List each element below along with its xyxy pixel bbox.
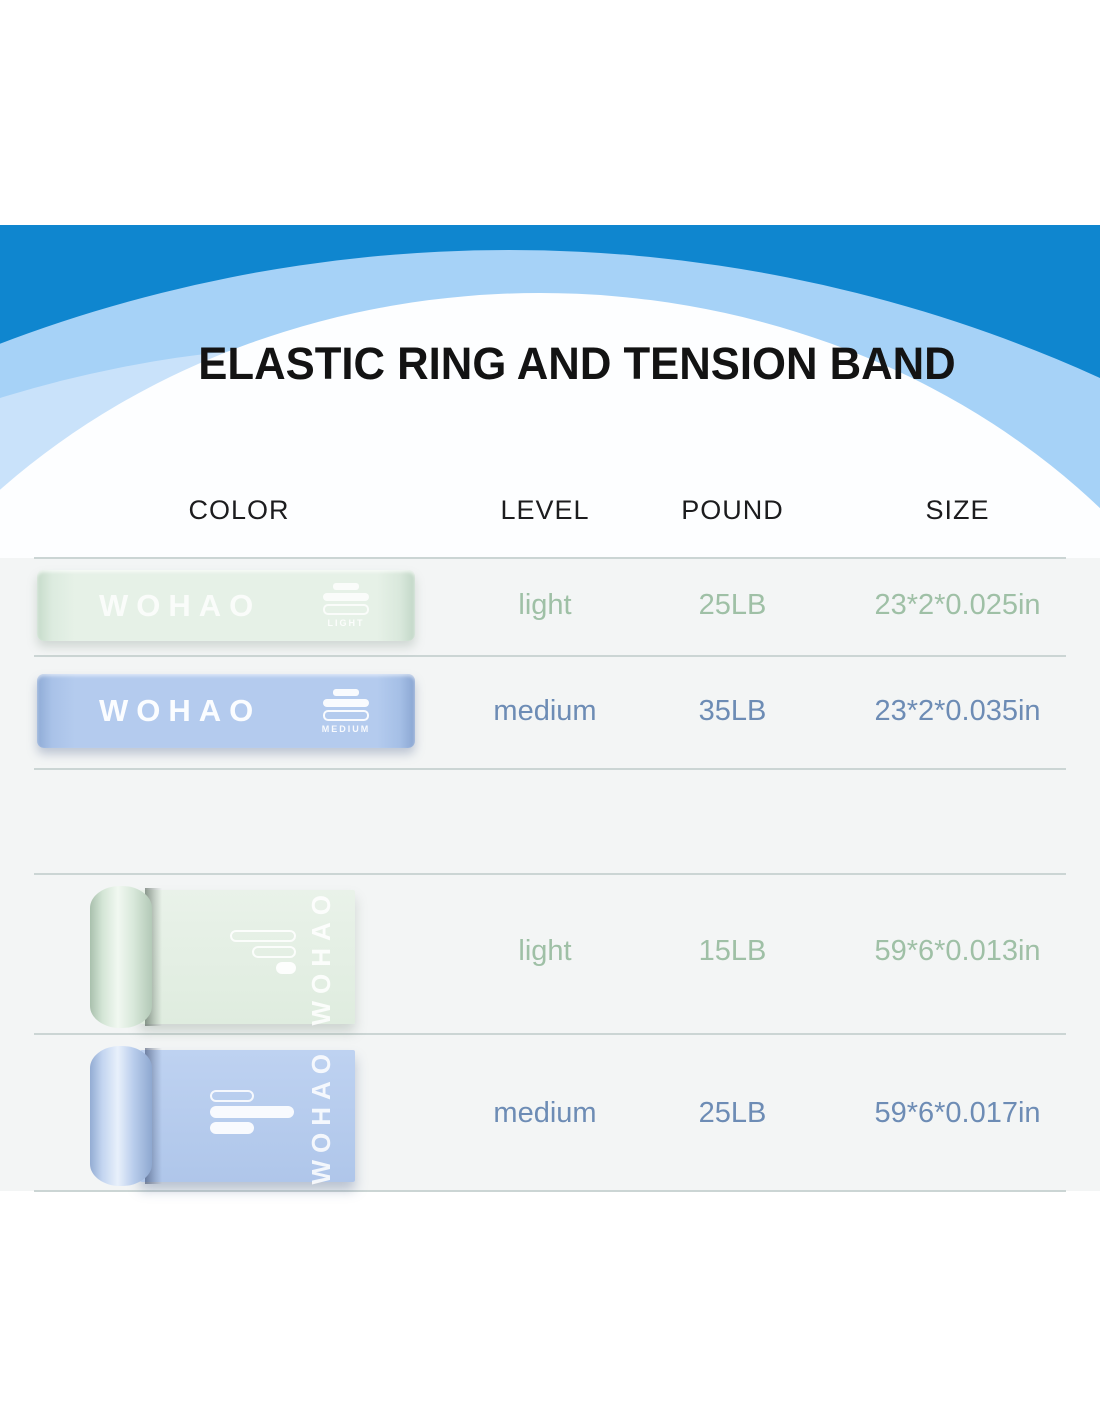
column-header-level: LEVEL: [500, 495, 590, 525]
hero-wave-graphic: [0, 225, 1100, 560]
brand-logo-vertical: WOHAO: [306, 888, 337, 1026]
divider-line: [34, 1190, 1066, 1192]
band-level-label: MEDIUM: [321, 723, 371, 734]
table-cell-pound: 25LB: [698, 589, 767, 621]
level-bar-outline: [252, 946, 296, 958]
brand-logo: WOHAO: [99, 587, 262, 623]
divider-line: [34, 768, 1066, 770]
table-cell-pound: 25LB: [698, 1097, 767, 1129]
product-image-green-roll-band: WOHAO: [90, 886, 355, 1028]
brand-logo-vertical: WOHAO: [306, 1047, 337, 1185]
product-image-blue-roll-band: WOHAO: [90, 1046, 355, 1186]
product-image-green-loop-band: WOHAO LIGHT: [37, 570, 415, 641]
level-bar: [210, 1122, 254, 1134]
level-bar: [323, 698, 369, 707]
table-cell-level: light: [518, 589, 572, 621]
table-cell-level: light: [518, 935, 572, 967]
column-header-pound: POUND: [681, 495, 784, 525]
resistance-level-icon: [210, 1090, 296, 1134]
table-cell-pound: 15LB: [698, 935, 767, 967]
level-bar-outline: [323, 709, 369, 721]
roll-cylinder: [90, 1046, 152, 1186]
level-bar: [210, 1106, 294, 1118]
table-cell-size: 59*6*0.013in: [874, 935, 1041, 967]
brand-logo: WOHAO: [306, 888, 336, 1026]
column-header-color: COLOR: [188, 495, 290, 525]
level-bar: [333, 583, 359, 590]
column-header-size: SIZE: [925, 495, 990, 525]
table-cell-size: 59*6*0.017in: [874, 1097, 1041, 1129]
divider-line: [34, 873, 1066, 875]
table-cell-level: medium: [493, 1097, 597, 1129]
band-sheet: WOHAO: [140, 1047, 355, 1185]
band-sheet: WOHAO: [140, 888, 355, 1026]
band-level-label: LIGHT: [327, 618, 365, 628]
level-bar: [323, 593, 369, 601]
level-bar-outline: [323, 604, 369, 615]
resistance-level-icon: [210, 930, 296, 974]
divider-line: [34, 557, 1066, 559]
table-cell-level: medium: [493, 695, 597, 727]
roll-cylinder: [90, 886, 152, 1028]
level-bar: [333, 688, 359, 696]
brand-logo: WOHAO: [99, 693, 262, 728]
level-bar: [276, 962, 296, 974]
divider-line: [34, 655, 1066, 657]
hero-white-ellipse: [0, 293, 1100, 560]
product-image-blue-loop-band: WOHAO MEDIUM: [37, 674, 415, 748]
level-bar-outline: [210, 1090, 254, 1102]
resistance-level-icon: MEDIUM: [319, 674, 373, 748]
table-cell-pound: 35LB: [698, 695, 767, 727]
page-title: ELASTIC RING AND TENSION BAND: [198, 338, 956, 389]
table-cell-size: 23*2*0.035in: [874, 695, 1041, 727]
divider-line: [34, 1033, 1066, 1035]
resistance-level-icon: LIGHT: [319, 570, 373, 641]
table-cell-size: 23*2*0.025in: [874, 589, 1041, 621]
level-bar-outline: [230, 930, 296, 942]
brand-logo: WOHAO: [306, 1047, 336, 1185]
